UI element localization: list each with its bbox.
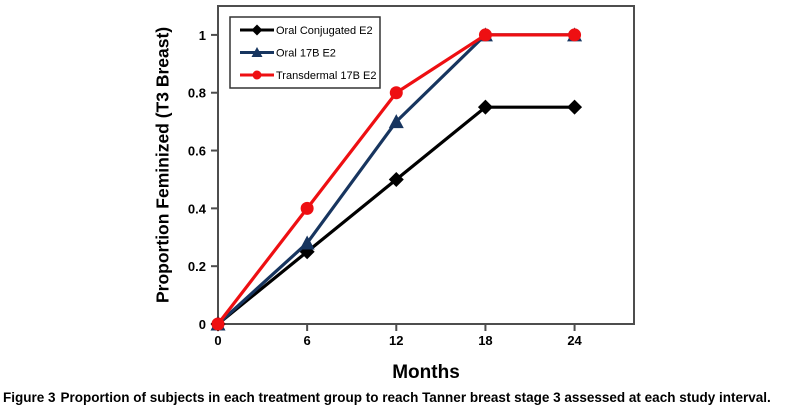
x-axis-title: Months xyxy=(392,362,460,383)
figure-caption-text: Proportion of subjects in each treatment… xyxy=(60,390,771,405)
legend-diamond-icon xyxy=(251,24,263,36)
y-axis-title: Proportion Feminized (T3 Breast) xyxy=(152,26,173,304)
x-tick-label: 12 xyxy=(389,333,403,348)
x-tick-label: 6 xyxy=(304,333,311,348)
legend-triangle-icon xyxy=(251,47,263,57)
series-1-marker-triangle-icon xyxy=(388,114,404,129)
figure-caption-label: Figure 3 xyxy=(3,390,56,405)
series-2-marker-circle-icon xyxy=(478,28,492,42)
x-tick-label: 24 xyxy=(567,333,582,348)
series-1-marker-triangle-icon xyxy=(299,235,315,250)
series-2-marker-circle-icon xyxy=(568,28,582,42)
series-2-marker-circle-icon xyxy=(300,201,314,215)
legend-circle-icon xyxy=(252,70,262,80)
x-tick-label: 18 xyxy=(478,333,492,348)
series-0-marker-diamond-icon xyxy=(388,171,404,187)
y-tick-label: 0.6 xyxy=(188,144,206,159)
y-tick-label: 0 xyxy=(199,317,206,332)
legend-label: Oral 17B E2 xyxy=(276,48,336,60)
y-tick-label: 1 xyxy=(199,28,206,43)
series-0-marker-diamond-icon xyxy=(567,99,583,115)
series-2-marker-circle-icon xyxy=(389,86,403,100)
y-tick-label: 0.8 xyxy=(188,86,206,101)
series-2-marker-circle-icon xyxy=(211,317,225,331)
y-tick-label: 0.4 xyxy=(188,201,207,216)
y-tick-label: 0.2 xyxy=(188,259,206,274)
series-0-marker-diamond-icon xyxy=(477,99,493,115)
figure-caption: Figure 3 Proportion of subjects in each t… xyxy=(3,390,792,405)
legend-label: Oral Conjugated E2 xyxy=(276,25,373,37)
chart-svg: 0 0.2 0.4 0.6 0.8 1 0 6 12 18 24 Oral Conjugated E2… xyxy=(188,5,635,348)
legend-label: Transdermal 17B E2 xyxy=(276,70,376,82)
x-tick-label: 0 xyxy=(214,333,221,348)
